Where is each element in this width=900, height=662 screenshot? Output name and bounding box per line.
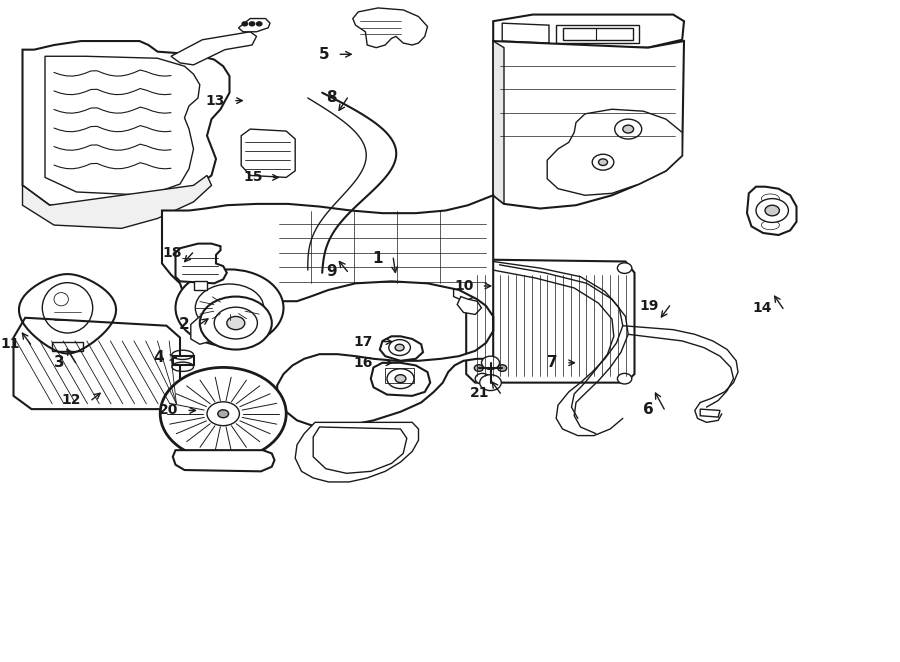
- Text: 20: 20: [158, 403, 178, 418]
- Polygon shape: [747, 187, 796, 235]
- Polygon shape: [22, 41, 230, 212]
- Ellipse shape: [498, 365, 507, 371]
- Ellipse shape: [256, 22, 262, 26]
- Ellipse shape: [474, 365, 483, 371]
- Ellipse shape: [480, 375, 501, 391]
- Text: 18: 18: [162, 246, 182, 260]
- Ellipse shape: [617, 263, 632, 273]
- Ellipse shape: [207, 402, 239, 426]
- Ellipse shape: [160, 367, 286, 460]
- Ellipse shape: [227, 316, 245, 330]
- Text: 9: 9: [326, 264, 337, 279]
- Polygon shape: [380, 336, 423, 361]
- Polygon shape: [14, 318, 180, 409]
- Ellipse shape: [765, 205, 779, 216]
- Text: 15: 15: [243, 170, 263, 185]
- Polygon shape: [173, 450, 274, 471]
- Polygon shape: [176, 244, 227, 283]
- Polygon shape: [457, 297, 482, 314]
- Text: 11: 11: [0, 337, 20, 352]
- Text: 19: 19: [639, 299, 659, 313]
- Ellipse shape: [598, 159, 608, 166]
- Ellipse shape: [592, 154, 614, 170]
- Polygon shape: [162, 195, 493, 427]
- Ellipse shape: [242, 22, 248, 26]
- Ellipse shape: [315, 263, 329, 269]
- Polygon shape: [52, 342, 83, 351]
- Polygon shape: [238, 19, 270, 32]
- Ellipse shape: [301, 253, 319, 261]
- Polygon shape: [241, 129, 295, 177]
- Ellipse shape: [218, 410, 229, 418]
- Text: 2: 2: [178, 317, 189, 332]
- Polygon shape: [313, 427, 407, 473]
- Polygon shape: [700, 409, 720, 417]
- Text: 14: 14: [752, 301, 772, 316]
- Text: 5: 5: [319, 47, 329, 62]
- Ellipse shape: [617, 373, 632, 384]
- Polygon shape: [353, 8, 428, 48]
- Ellipse shape: [475, 373, 490, 384]
- Polygon shape: [173, 356, 194, 365]
- Ellipse shape: [623, 125, 634, 133]
- Ellipse shape: [756, 199, 788, 222]
- Text: 8: 8: [326, 91, 337, 105]
- Ellipse shape: [200, 297, 272, 350]
- Ellipse shape: [176, 269, 284, 346]
- Polygon shape: [295, 422, 418, 482]
- Text: 1: 1: [372, 251, 382, 265]
- Polygon shape: [493, 41, 504, 204]
- Polygon shape: [454, 277, 475, 301]
- Polygon shape: [194, 281, 207, 290]
- Text: 16: 16: [353, 355, 373, 370]
- Ellipse shape: [395, 375, 406, 383]
- Text: 3: 3: [54, 355, 65, 370]
- Polygon shape: [45, 56, 200, 195]
- Text: 13: 13: [205, 93, 225, 108]
- Text: 10: 10: [454, 279, 473, 293]
- Ellipse shape: [216, 298, 243, 318]
- Polygon shape: [493, 15, 684, 48]
- Polygon shape: [371, 363, 430, 396]
- Ellipse shape: [249, 22, 255, 26]
- Text: 17: 17: [353, 334, 373, 349]
- Ellipse shape: [482, 356, 500, 369]
- Ellipse shape: [615, 119, 642, 139]
- Text: 4: 4: [153, 350, 164, 365]
- Polygon shape: [171, 32, 256, 65]
- Bar: [385, 368, 414, 383]
- Text: 21: 21: [470, 386, 490, 401]
- Polygon shape: [22, 175, 212, 228]
- Ellipse shape: [395, 344, 404, 351]
- Polygon shape: [466, 260, 634, 383]
- Polygon shape: [493, 41, 684, 209]
- Text: 12: 12: [61, 393, 81, 407]
- Text: 7: 7: [547, 355, 558, 370]
- Polygon shape: [547, 109, 682, 195]
- Text: 6: 6: [643, 402, 653, 416]
- Ellipse shape: [475, 263, 490, 273]
- Polygon shape: [191, 316, 211, 344]
